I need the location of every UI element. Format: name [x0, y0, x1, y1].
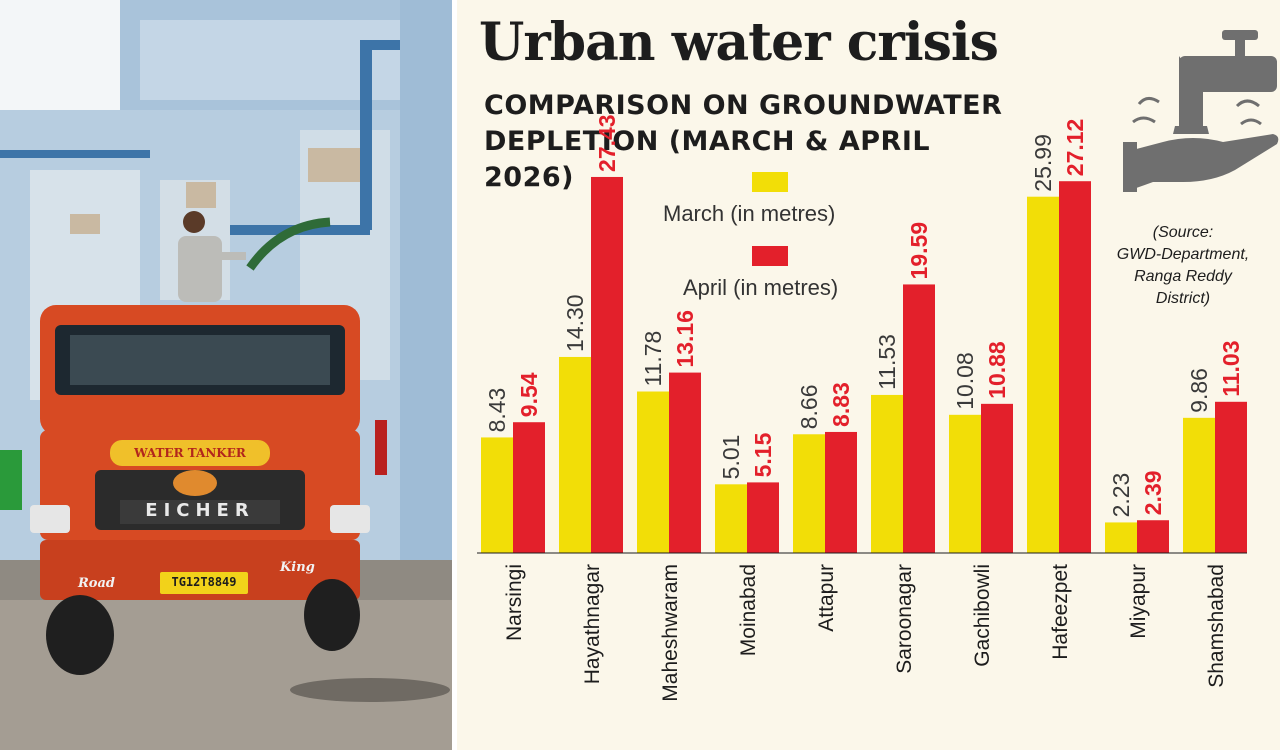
- label-april-maheshwaram: 13.16: [672, 310, 698, 368]
- label-march-saroonagar: 11.53: [874, 334, 900, 390]
- water-tap-icon: [1132, 30, 1277, 134]
- label-april-moinabad: 5.15: [750, 432, 776, 477]
- category-label-gachibowli: Gachibowli: [971, 564, 994, 667]
- water-tanker-photo: WATER TANKER EICHER TG12T8849 Road King: [0, 0, 452, 750]
- source-line-4: District): [1155, 290, 1211, 307]
- page-title: Urban water crisis: [479, 12, 999, 73]
- bar-march-gachibowli: [949, 414, 981, 553]
- legend-label-april: April (in metres): [683, 275, 839, 300]
- category-label-hafeezpet: Hafeezpet: [1049, 564, 1072, 660]
- category-label-shamshabad: Shamshabad: [1205, 564, 1228, 688]
- tanker-scene: [0, 0, 452, 750]
- bar-april-shamshabad: [1215, 401, 1247, 553]
- bar-march-hafeezpet: [1027, 196, 1059, 553]
- label-april-shamshabad: 11.03: [1218, 340, 1244, 396]
- label-april-hayathnagar: 27.43: [594, 114, 620, 172]
- panel-divider: [452, 0, 457, 750]
- label-april-attapur: 8.83: [828, 382, 854, 427]
- label-april-miyapur: 2.39: [1140, 470, 1166, 515]
- label-march-moinabad: 5.01: [718, 435, 744, 480]
- label-march-gachibowli: 10.08: [952, 352, 978, 410]
- legend-swatch-march: [752, 172, 788, 192]
- label-april-narsingi: 9.54: [516, 372, 542, 417]
- bar-april-hayathnagar: [591, 176, 623, 553]
- category-label-maheshwaram: Maheshwaram: [659, 564, 682, 702]
- subtitle-line-2: DEPLETION (MARCH & APRIL 2026): [484, 126, 931, 193]
- bar-march-hayathnagar: [559, 356, 591, 553]
- bar-march-narsingi: [481, 437, 513, 553]
- bar-march-saroonagar: [871, 394, 903, 553]
- bar-march-moinabad: [715, 484, 747, 553]
- bar-april-saroonagar: [903, 284, 935, 553]
- tanker-header-text: WATER TANKER: [134, 446, 246, 460]
- subtitle-line-1: COMPARISON ON GROUNDWATER: [484, 90, 1003, 121]
- label-march-narsingi: 8.43: [484, 388, 510, 433]
- groundwater-bar-chart: 8.43 9.54 Narsingi 14.30 27.43 Hayathnagar 11.…: [477, 114, 1247, 702]
- legend-label-march: March (in metres): [663, 201, 836, 226]
- bar-april-moinabad: [747, 482, 779, 553]
- bar-april-maheshwaram: [669, 372, 701, 553]
- category-label-attapur: Attapur: [815, 564, 838, 632]
- category-label-saroonagar: Saroonagar: [893, 564, 916, 674]
- hand-icon: [1123, 134, 1279, 192]
- bar-april-narsingi: [513, 422, 545, 553]
- chart-subtitle: COMPARISON ON GROUNDWATER DEPLETION (MAR…: [484, 88, 1004, 196]
- infographic-panel: Urban water crisis COMPARISON ON GROUNDW…: [457, 0, 1280, 750]
- source-line-3: Ranga Reddy: [1134, 268, 1232, 285]
- bar-april-miyapur: [1137, 520, 1169, 553]
- source-note: (Source: GWD-Department, Ranga Reddy Dis…: [1093, 222, 1273, 310]
- bar-march-miyapur: [1105, 522, 1137, 553]
- label-march-maheshwaram: 11.78: [640, 331, 666, 387]
- label-april-gachibowli: 10.88: [984, 341, 1010, 399]
- legend-swatch-april: [752, 246, 788, 266]
- label-march-hayathnagar: 14.30: [562, 294, 588, 352]
- source-line-1: (Source:: [1152, 224, 1214, 241]
- bar-march-attapur: [793, 434, 825, 553]
- bar-april-attapur: [825, 431, 857, 553]
- category-label-miyapur: Miyapur: [1127, 564, 1150, 639]
- bar-april-hafeezpet: [1059, 181, 1091, 553]
- category-label-moinabad: Moinabad: [737, 564, 760, 656]
- source-line-2: GWD-Department,: [1116, 246, 1250, 263]
- label-march-miyapur: 2.23: [1108, 473, 1134, 518]
- bumper-left-text: Road: [78, 576, 115, 591]
- license-plate: TG12T8849: [171, 575, 237, 589]
- label-march-hafeezpet: 25.99: [1030, 134, 1056, 192]
- bar-march-shamshabad: [1183, 417, 1215, 553]
- bar-april-gachibowli: [981, 403, 1013, 553]
- category-label-hayathnagar: Hayathnagar: [581, 564, 604, 684]
- bumper-right-text: King: [280, 560, 315, 575]
- label-march-attapur: 8.66: [796, 385, 822, 430]
- label-april-hafeezpet: 27.12: [1062, 119, 1088, 177]
- label-march-shamshabad: 9.86: [1186, 368, 1212, 413]
- tanker-brand-text: EICHER: [145, 500, 255, 521]
- category-label-narsingi: Narsingi: [503, 564, 526, 641]
- label-april-saroonagar: 19.59: [906, 222, 932, 280]
- bar-march-maheshwaram: [637, 391, 669, 553]
